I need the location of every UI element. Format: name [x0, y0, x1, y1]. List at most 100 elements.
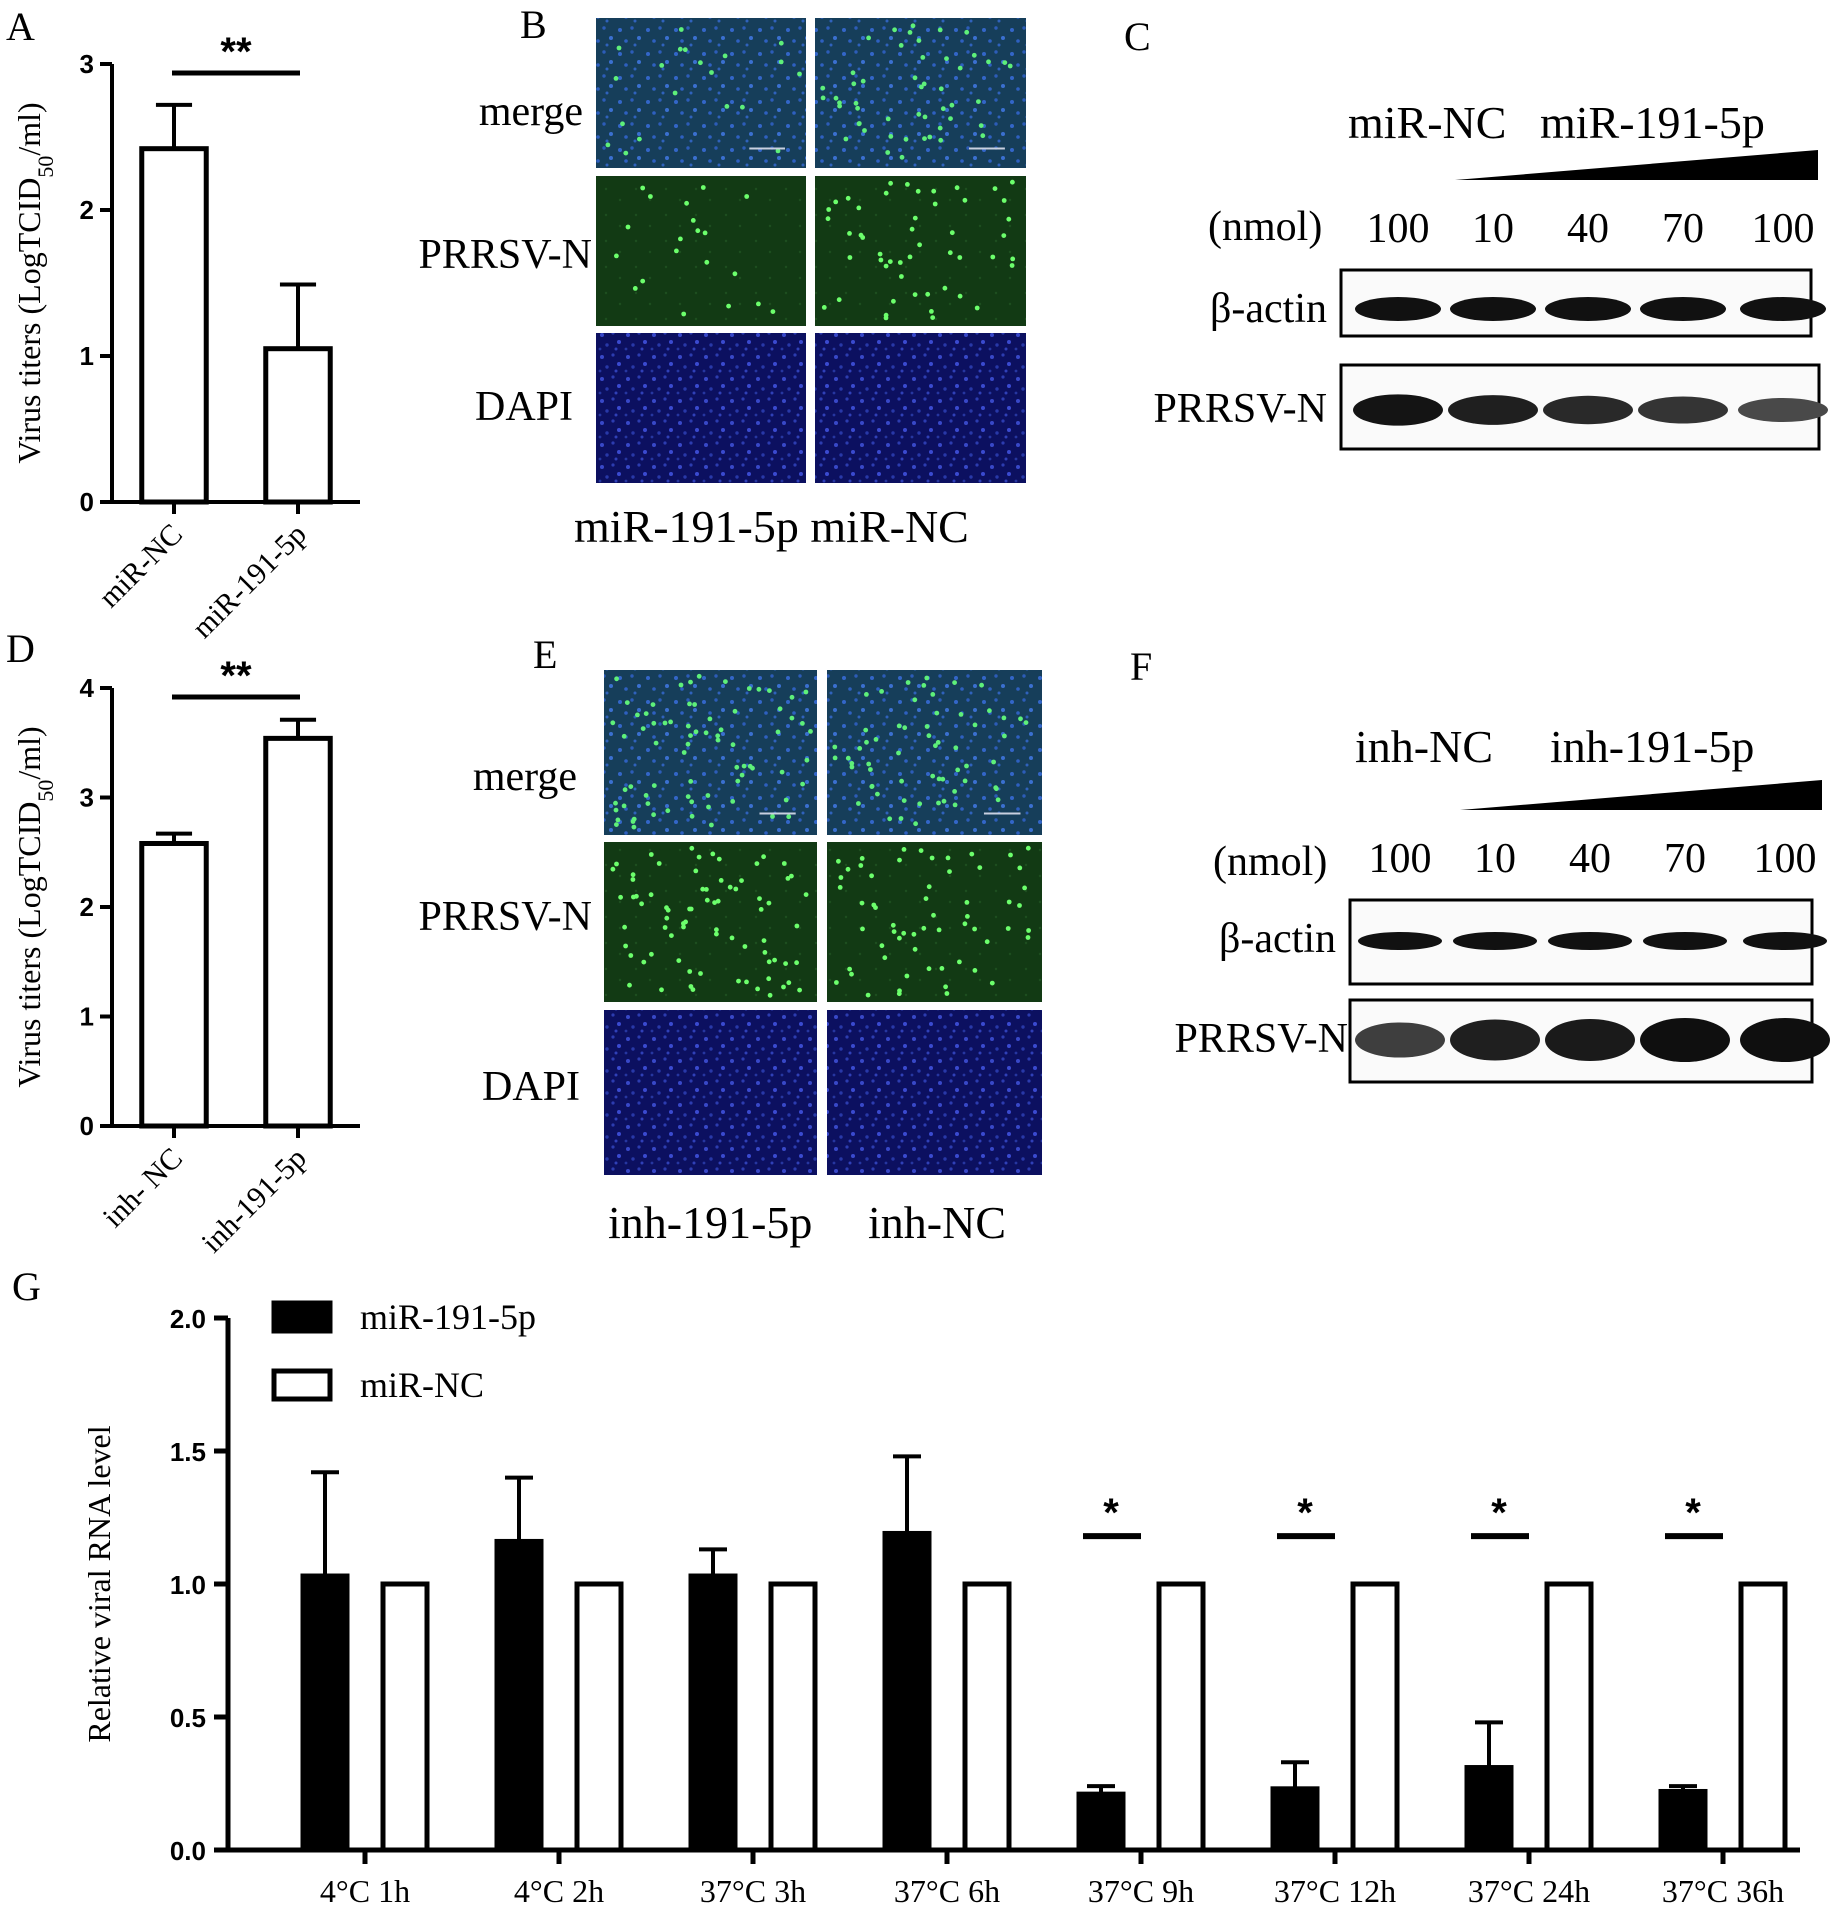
mic-b-green-cell [677, 46, 683, 52]
mic-e-green-cell [665, 907, 671, 913]
mic-e-green-cell [635, 712, 640, 718]
mic-b-green-cell [820, 85, 826, 91]
mic-e-green-cell [662, 925, 668, 930]
mic-e-green-cell [649, 951, 654, 957]
chart-g-significance-label: * [1297, 1491, 1313, 1535]
blot-label-prrsv-n-f: PRRSV-N [1174, 1016, 1348, 1062]
chart-g-bar-mir-191-5p [688, 1573, 738, 1853]
mic-e-green-cell [705, 793, 711, 798]
mic-b-green-cell [860, 78, 866, 84]
mic-e-green-cell [630, 819, 636, 824]
mic-e-green-cell [991, 759, 996, 765]
mic-e-green-cell [969, 851, 975, 857]
mic-e-green-cell [941, 798, 947, 804]
mic-b-green-cell [620, 121, 625, 127]
mic-e-green-cell [734, 764, 740, 770]
blot-f-band-beta-actin [1453, 932, 1537, 950]
group-label-inh-nc: inh-NC [1355, 721, 1493, 772]
mic-e-green-cell [754, 861, 760, 866]
blot-c-lane-label: 100 [1752, 206, 1815, 252]
mic-e-green-cell [777, 706, 783, 712]
bands-c [1353, 297, 1828, 426]
mic-b-green-cell [833, 95, 839, 101]
mic-e-green-image [604, 842, 817, 1002]
mic-e-green-cell [947, 869, 952, 874]
mic-e-green-cell [923, 896, 929, 901]
mic-e-green-cell [918, 848, 924, 853]
chart-g-legend-label: miR-NC [360, 1365, 484, 1405]
mic-b-green-cell [632, 286, 638, 291]
mic-b-green-cell [877, 251, 883, 257]
mic-b-green-cell [1010, 179, 1015, 185]
mic-e-green-cell [700, 886, 706, 892]
mic-e-green-cell [688, 906, 694, 912]
mic-e-green-cell [832, 744, 838, 750]
mic-e-green-cell [832, 755, 838, 761]
chart-a-y-axis-label-prefix: Virus titers (LogTCID [11, 178, 47, 464]
mic-b-green-cell [907, 30, 913, 35]
mic-e-dapi-image [604, 1010, 817, 1175]
mic-e-merge-image [604, 670, 817, 835]
mic-e-green-cell [709, 822, 714, 828]
mic-b-green-cell [614, 253, 619, 259]
mic-b-green-cell [974, 305, 980, 311]
mic-e-green-cell [864, 739, 869, 745]
mic-e-green-cell [786, 814, 792, 820]
chart-a-y-tick-label: 1 [80, 341, 94, 371]
mic-b-green-cell [899, 154, 905, 160]
chart-d: 0 1 2 3 4 inh- NC inh-191-5p ** Virus titers (Lo… [11, 654, 360, 1259]
mic-e-green-cell [730, 799, 736, 804]
mic-b-green-cell [927, 134, 933, 140]
mic-e-green-cell [958, 712, 964, 717]
mic-b-green-cell [744, 194, 750, 199]
mic-e-green-cell [789, 694, 795, 700]
unit-label-f: (nmol) [1213, 839, 1327, 885]
mic-e-green-cell [901, 798, 907, 803]
mic-e-green-cell [704, 897, 710, 903]
mic-b-green-cell [856, 205, 862, 211]
mic-b-green-cell [931, 188, 937, 194]
mic-e-green-cell [911, 931, 917, 937]
mic-e-green-cell [933, 743, 938, 749]
mic-e-green-cell [913, 821, 918, 827]
mic-e-green-cell [729, 935, 735, 941]
mic-e-green-cell [766, 900, 772, 906]
mic-e-green-cell [1001, 715, 1007, 721]
mic-e-green-cell [962, 778, 968, 784]
mic-b-green-cell [698, 60, 703, 66]
chart-g-significance-label: * [1685, 1491, 1701, 1535]
chart-d-y-axis-label: Virus titers (LogTCID50/ml) [11, 726, 58, 1087]
mic-b-green-cell [944, 56, 949, 61]
mic-e-green-cell [972, 926, 977, 932]
mic-e-green-cell [800, 781, 805, 787]
mic-b-green-cell [845, 195, 851, 201]
mic-b-green-cell [672, 90, 678, 96]
mic-e-green-cell [622, 787, 628, 793]
chart-g-bar-mir-191-5p [1270, 1786, 1320, 1853]
row-label-merge: merge [479, 89, 583, 135]
mic-e-green-cell [767, 688, 772, 693]
mic-b-green-cell [709, 70, 714, 75]
mic-e-green-cell [613, 800, 618, 806]
blot-f-lane-label: 40 [1569, 836, 1611, 882]
panel-e: E merge PRRSV-N DAPI inh-191-5p inh-NC [418, 632, 1042, 1248]
mic-e-green-cell [921, 683, 927, 688]
blot-c-lane-label: 40 [1567, 206, 1609, 252]
mic-b-green-cell [605, 142, 611, 148]
mic-e-green-cell [689, 799, 695, 805]
mic-e-green-cell [610, 866, 616, 872]
mic-e-green-cell [783, 797, 789, 803]
mic-e-green-cell [849, 971, 854, 977]
mic-e-green-cell [1006, 899, 1012, 905]
mic-e-green-cell [860, 926, 865, 932]
mic-e-green-cell [621, 803, 627, 809]
mic-e-green-cell [896, 750, 901, 756]
blot-c-lane-label: 100 [1367, 206, 1430, 252]
chart-d-y-tick-label: 0 [80, 1111, 94, 1141]
mic-e-green-cell [845, 866, 851, 872]
mic-e-green-cell [723, 679, 728, 684]
mic-b-green-cell [837, 103, 842, 109]
mic-e-green-cell [1008, 852, 1013, 858]
mic-b-green-cell [851, 81, 857, 87]
mic-e-green-cell [897, 857, 902, 863]
